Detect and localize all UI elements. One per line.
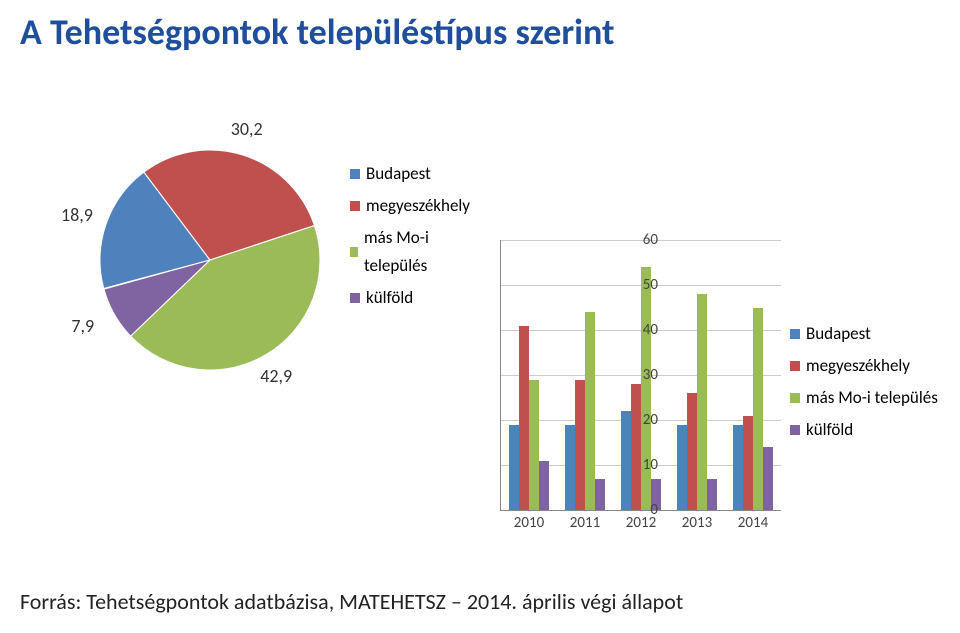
x-tick-label: 2011 — [557, 514, 613, 532]
pie-legend: Budapest megyeszékhely más Mo-i település k… — [350, 160, 470, 316]
legend-swatch — [350, 247, 358, 257]
legend-label: Budapest — [366, 160, 431, 188]
legend-swatch — [790, 329, 800, 339]
legend-item: külföld — [350, 284, 470, 312]
bar-cluster — [725, 308, 781, 511]
bar — [687, 393, 697, 510]
page-title: A Tehetségpontok településtípus szerint — [20, 10, 960, 54]
bar — [509, 425, 519, 511]
bar — [753, 308, 763, 511]
bar — [743, 416, 753, 511]
bar-cluster — [557, 312, 613, 510]
pie-value-label: 18,9 — [61, 204, 93, 226]
bar-cluster — [501, 326, 557, 511]
legend-item: Budapest — [350, 160, 470, 188]
bar-legend: Budapest megyeszékhely más Mo-i település k… — [790, 320, 938, 448]
pie-value-label: 42,9 — [260, 365, 292, 387]
legend-swatch — [790, 361, 800, 371]
bar — [575, 380, 585, 511]
legend-swatch — [790, 425, 800, 435]
y-tick-label: 0 — [634, 501, 658, 519]
bar — [697, 294, 707, 510]
legend-label: megyeszékhely — [366, 192, 470, 220]
pie-chart: 18,930,242,97,9 Budapestmegyeszékhelymás… — [40, 110, 460, 410]
x-tick-label: 2014 — [725, 514, 781, 532]
bar — [733, 425, 743, 511]
y-tick-label: 30 — [634, 366, 658, 384]
legend-swatch — [350, 169, 360, 179]
source-line: Forrás: Tehetségpontok adatbázisa, MATEH… — [20, 588, 683, 615]
legend-label: Budapest — [806, 320, 871, 348]
legend-item: megyeszékhely — [350, 192, 470, 220]
legend-item: más Mo-i település — [790, 384, 938, 412]
bar — [539, 461, 549, 511]
bar — [595, 479, 605, 511]
y-tick-label: 50 — [634, 276, 658, 294]
y-tick-label: 20 — [634, 411, 658, 429]
bar — [631, 384, 641, 510]
y-tick-label: 60 — [634, 231, 658, 249]
legend-label: külföld — [366, 284, 413, 312]
pie-value-label: 30,2 — [231, 118, 263, 140]
bar — [763, 447, 773, 510]
pie-svg — [100, 150, 320, 370]
bar-chart: 20102011201220132014 Budapestmegyeszékhe… — [470, 230, 940, 560]
legend-label: megyeszékhely — [806, 352, 910, 380]
legend-swatch — [350, 293, 360, 303]
bar — [707, 479, 717, 511]
title-wrap: A Tehetségpontok településtípus szerint — [20, 10, 960, 54]
bar-cluster — [669, 294, 725, 510]
legend-item: Budapest — [790, 320, 938, 348]
y-tick-label: 40 — [634, 321, 658, 339]
x-tick-label: 2013 — [669, 514, 725, 532]
legend-label: más Mo-i település — [806, 384, 938, 412]
pie-value-label: 7,9 — [71, 315, 94, 337]
legend-swatch — [790, 393, 800, 403]
y-tick-label: 10 — [634, 456, 658, 474]
legend-swatch — [350, 201, 360, 211]
bar — [677, 425, 687, 511]
legend-label: más Mo-i település — [364, 224, 470, 280]
bar — [621, 411, 631, 510]
bar — [585, 312, 595, 510]
bar — [519, 326, 529, 511]
x-tick-label: 2010 — [501, 514, 557, 532]
legend-item: más Mo-i település — [350, 224, 470, 280]
legend-item: külföld — [790, 416, 938, 444]
bar — [529, 380, 539, 511]
legend-item: megyeszékhely — [790, 352, 938, 380]
legend-label: külföld — [806, 416, 853, 444]
bar — [565, 425, 575, 511]
